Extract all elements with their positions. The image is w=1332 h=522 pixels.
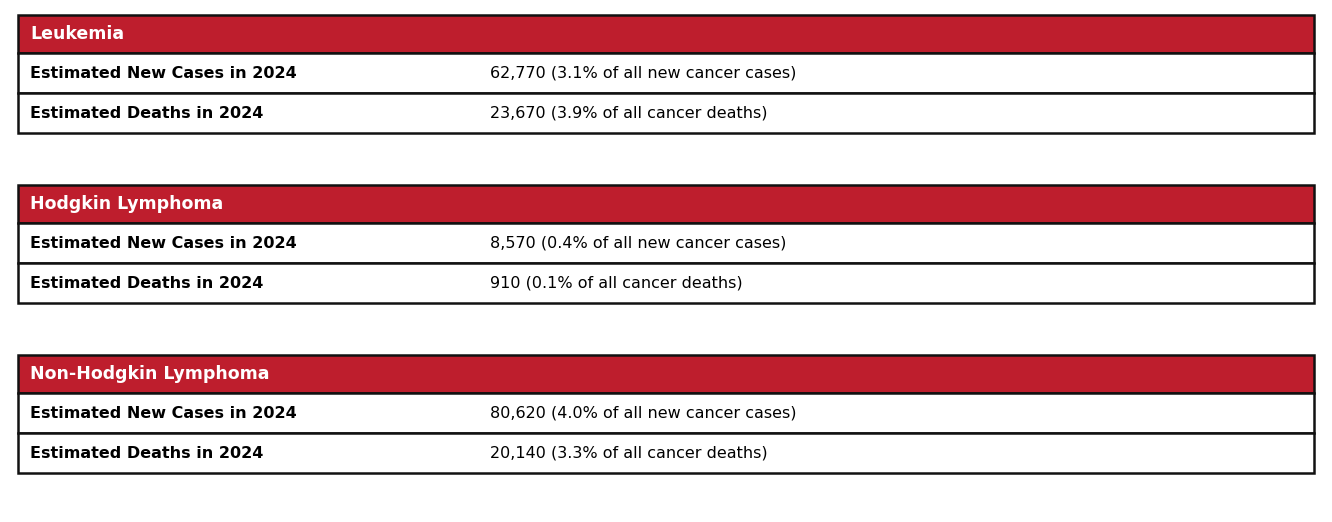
Text: 8,570 (0.4% of all new cancer cases): 8,570 (0.4% of all new cancer cases) xyxy=(490,235,786,251)
Bar xyxy=(19,15,1313,53)
Text: Estimated Deaths in 2024: Estimated Deaths in 2024 xyxy=(31,276,264,291)
Text: Estimated New Cases in 2024: Estimated New Cases in 2024 xyxy=(31,65,297,80)
Bar xyxy=(19,263,1313,303)
Text: Estimated Deaths in 2024: Estimated Deaths in 2024 xyxy=(31,445,264,460)
Text: Hodgkin Lymphoma: Hodgkin Lymphoma xyxy=(31,195,224,213)
Bar xyxy=(19,433,1313,473)
Text: Estimated Deaths in 2024: Estimated Deaths in 2024 xyxy=(31,105,264,121)
Bar xyxy=(19,355,1313,393)
Bar xyxy=(19,53,1313,93)
Bar xyxy=(19,93,1313,133)
Text: 23,670 (3.9% of all cancer deaths): 23,670 (3.9% of all cancer deaths) xyxy=(490,105,767,121)
Text: 910 (0.1% of all cancer deaths): 910 (0.1% of all cancer deaths) xyxy=(490,276,743,291)
Text: 80,620 (4.0% of all new cancer cases): 80,620 (4.0% of all new cancer cases) xyxy=(490,406,797,421)
Text: 62,770 (3.1% of all new cancer cases): 62,770 (3.1% of all new cancer cases) xyxy=(490,65,797,80)
Text: 20,140 (3.3% of all cancer deaths): 20,140 (3.3% of all cancer deaths) xyxy=(490,445,767,460)
Text: Estimated New Cases in 2024: Estimated New Cases in 2024 xyxy=(31,406,297,421)
Bar xyxy=(19,223,1313,263)
Text: Non-Hodgkin Lymphoma: Non-Hodgkin Lymphoma xyxy=(31,365,269,383)
Text: Estimated New Cases in 2024: Estimated New Cases in 2024 xyxy=(31,235,297,251)
Bar xyxy=(19,393,1313,433)
Bar xyxy=(19,185,1313,223)
Text: Leukemia: Leukemia xyxy=(31,25,124,43)
